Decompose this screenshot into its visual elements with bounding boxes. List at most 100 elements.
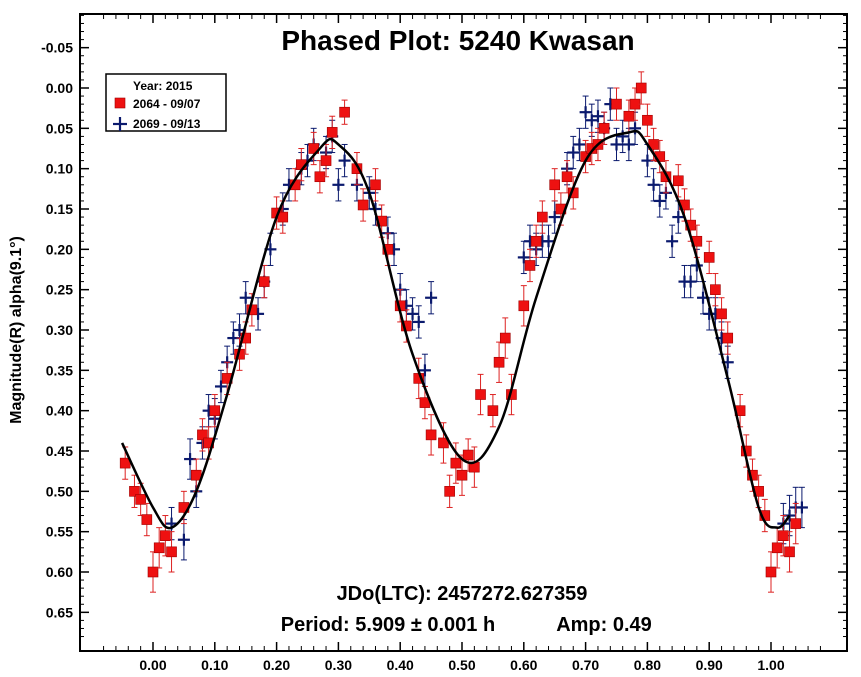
- data-point-series-1: [635, 71, 647, 105]
- y-tick-label: 0.25: [46, 282, 73, 298]
- x-axis: 0.00 0.10 0.20 0.30 0.40 0.50 0.60 0.70 0.80 0.90…: [103, 14, 821, 673]
- data-point-series-1: [190, 458, 202, 492]
- square-marker: [537, 211, 548, 223]
- square-marker: [790, 518, 802, 529]
- data-point-series-1: [537, 200, 548, 234]
- data-point-series-2: [239, 281, 252, 315]
- square-marker: [166, 546, 177, 558]
- square-marker: [499, 332, 511, 344]
- data-point-series-1: [456, 454, 468, 496]
- data-point-series-1: [703, 240, 715, 275]
- data-point-series-1: [642, 103, 653, 137]
- data-point-series-1: [518, 285, 530, 327]
- square-marker: [462, 449, 474, 461]
- data-point-series-1: [357, 188, 369, 222]
- data-point-series-1: [487, 394, 499, 428]
- data-point-series-2: [567, 135, 580, 170]
- chart-title: Phased Plot: 5240 Kwasan: [281, 25, 634, 56]
- data-point-series-1: [710, 273, 721, 307]
- y-tick-label: 0.45: [46, 443, 73, 459]
- square-marker: [778, 530, 789, 542]
- data-point-series-1: [153, 527, 165, 569]
- square-marker: [722, 332, 734, 344]
- data-point-series-1: [197, 418, 208, 452]
- data-point-series-1: [234, 337, 245, 371]
- square-marker: [450, 457, 462, 469]
- square-marker: [493, 356, 505, 368]
- data-point-series-1: [672, 164, 684, 198]
- square-marker: [320, 155, 332, 166]
- square-marker: [771, 542, 783, 554]
- data-point-series-1: [289, 168, 301, 202]
- data-point-series-1: [759, 498, 771, 533]
- data-point-series-2: [517, 240, 530, 275]
- square-marker: [703, 252, 715, 263]
- x-tick-label: 0.20: [263, 657, 290, 673]
- data-point-series-1: [209, 394, 221, 428]
- data-point-series-1: [469, 446, 480, 488]
- x-tick-label: 0.80: [634, 657, 661, 673]
- data-point-series-2: [604, 87, 617, 121]
- data-point-series-1: [351, 152, 363, 186]
- square-marker: [784, 546, 795, 558]
- data-point-series-1: [716, 297, 727, 331]
- data-point-series-1: [530, 224, 542, 258]
- y-tick-label: 0.65: [46, 604, 73, 620]
- square-marker: [135, 494, 146, 505]
- data-point-series-1: [425, 414, 437, 456]
- data-point-series-1: [444, 474, 455, 508]
- data-point-series-1: [765, 551, 777, 593]
- amp-annotation: Amp: 0.49: [556, 614, 652, 636]
- y-tick-label: 0.15: [46, 201, 73, 217]
- square-marker: [518, 300, 530, 312]
- jdo-annotation: JDo(LTC): 2457272.627359: [337, 583, 588, 605]
- fit-curve: [120, 129, 791, 530]
- x-tick-label: 0.70: [572, 657, 599, 673]
- x-tick-label: 0.30: [325, 657, 352, 673]
- square-marker: [530, 235, 542, 247]
- series-layer: [119, 71, 808, 593]
- data-point-series-1: [567, 176, 579, 210]
- y-tick-label: 0.35: [46, 362, 73, 378]
- square-marker: [370, 179, 381, 191]
- square-marker: [160, 530, 171, 542]
- square-marker: [147, 566, 159, 578]
- data-point-series-1: [370, 168, 381, 202]
- y-axis-label: Magnitude(R) alpha(9.1°): [8, 236, 25, 424]
- data-point-series-2: [418, 353, 431, 387]
- square-marker: [357, 199, 369, 211]
- square-marker: [716, 308, 727, 320]
- y-tick-label: 0.30: [46, 322, 73, 338]
- square-marker: [524, 260, 536, 271]
- y-tick-label: 0.50: [46, 483, 73, 499]
- square-marker: [258, 276, 270, 287]
- x-tick-label: 0.40: [387, 657, 414, 673]
- square-marker: [129, 486, 140, 497]
- data-point-series-1: [141, 502, 153, 537]
- data-point-series-2: [585, 103, 598, 137]
- data-point-series-1: [722, 321, 734, 355]
- legend-box: [105, 73, 227, 132]
- data-point-series-1: [326, 115, 338, 149]
- square-marker: [642, 114, 653, 126]
- data-point-series-1: [160, 515, 171, 557]
- data-point-series-1: [611, 87, 622, 121]
- data-point-series-1: [129, 474, 140, 508]
- x-tick-label: 0.00: [139, 657, 166, 673]
- square-marker: [326, 127, 338, 138]
- data-point-series-1: [277, 200, 289, 234]
- square-marker: [456, 469, 468, 481]
- x-tick-label: 0.10: [201, 657, 228, 673]
- data-point-series-2: [579, 95, 592, 129]
- square-marker: [240, 332, 251, 344]
- square-marker: [141, 514, 153, 525]
- square-marker: [487, 405, 499, 416]
- legend-plus-marker: [113, 117, 127, 131]
- x-tick-label: 1.00: [757, 657, 784, 673]
- data-point-series-2: [672, 200, 685, 234]
- y-tick-label: -0.05: [41, 40, 73, 56]
- y-tick-label: 0.60: [46, 564, 73, 580]
- square-marker: [209, 405, 221, 416]
- legend: Year: 2015 2064 - 09/07 2069 - 09/13: [105, 73, 227, 132]
